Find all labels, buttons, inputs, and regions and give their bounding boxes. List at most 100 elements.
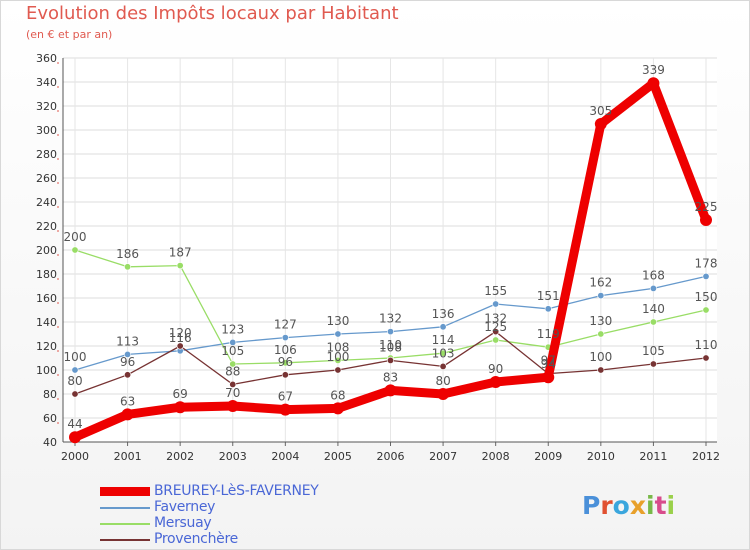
data-point bbox=[71, 246, 79, 254]
data-label: 103 bbox=[432, 346, 455, 360]
data-point bbox=[174, 401, 187, 414]
legend-swatch-faverney bbox=[100, 507, 150, 509]
data-label: 80 bbox=[435, 374, 450, 388]
data-point bbox=[439, 349, 447, 357]
data-label: 108 bbox=[379, 340, 402, 354]
y-tick-label: 360 bbox=[36, 52, 57, 65]
data-label: 110 bbox=[695, 338, 718, 352]
data-point bbox=[439, 323, 447, 331]
data-label: 88 bbox=[225, 364, 240, 378]
data-point bbox=[647, 77, 660, 90]
y-tick-label: 220 bbox=[36, 220, 57, 233]
data-point bbox=[492, 336, 500, 344]
data-point bbox=[71, 366, 79, 374]
data-label: 83 bbox=[383, 370, 398, 384]
data-label: 187 bbox=[169, 246, 192, 260]
data-label: 106 bbox=[274, 343, 297, 357]
data-label: 100 bbox=[64, 350, 87, 364]
data-point bbox=[700, 214, 712, 226]
legend-label: Provenchère bbox=[154, 531, 238, 547]
logo-letter: x bbox=[629, 491, 646, 520]
data-point bbox=[124, 371, 132, 379]
data-point bbox=[702, 272, 710, 280]
logo-letter: i bbox=[646, 491, 655, 520]
data-label: 178 bbox=[695, 256, 718, 270]
proxiti-logo: Proxiti bbox=[582, 491, 675, 520]
legend-swatch-provenchere bbox=[100, 539, 150, 541]
data-label: 68 bbox=[330, 388, 345, 402]
data-point bbox=[649, 360, 657, 368]
x-tick-label: 2005 bbox=[324, 450, 352, 463]
data-label: 105 bbox=[221, 344, 244, 358]
logo-letter: o bbox=[612, 491, 630, 520]
x-tick-label: 2004 bbox=[271, 450, 299, 463]
data-point bbox=[597, 366, 605, 374]
data-point bbox=[702, 306, 710, 314]
data-label: 69 bbox=[173, 387, 188, 401]
data-label: 132 bbox=[379, 312, 402, 326]
data-label: 80 bbox=[67, 374, 82, 388]
data-point bbox=[437, 388, 450, 400]
data-label: 108 bbox=[326, 340, 349, 354]
data-label: 130 bbox=[589, 314, 612, 328]
data-label: 100 bbox=[326, 350, 349, 364]
logo-letter: t bbox=[654, 491, 667, 520]
data-point bbox=[229, 338, 237, 346]
data-point bbox=[331, 402, 344, 415]
data-label: 200 bbox=[64, 230, 87, 244]
x-tick-label: 2010 bbox=[587, 450, 615, 463]
data-label: 67 bbox=[278, 390, 293, 404]
data-point bbox=[229, 380, 237, 388]
data-point bbox=[176, 342, 184, 350]
data-point bbox=[281, 371, 289, 379]
data-point bbox=[386, 328, 394, 336]
data-point bbox=[649, 284, 657, 292]
data-label: 225 bbox=[695, 200, 718, 214]
data-point bbox=[334, 366, 342, 374]
x-tick-label: 2007 bbox=[429, 450, 457, 463]
data-label: 127 bbox=[274, 318, 297, 332]
data-label: 120 bbox=[169, 326, 192, 340]
data-label: 70 bbox=[225, 386, 240, 400]
data-point bbox=[334, 330, 342, 338]
data-label: 305 bbox=[589, 104, 612, 118]
y-tick-label: 40 bbox=[43, 436, 57, 449]
legend-swatch-mersuay bbox=[100, 523, 150, 525]
data-label: 123 bbox=[221, 322, 244, 336]
y-tick-label: 200 bbox=[36, 244, 57, 257]
data-label: 130 bbox=[326, 314, 349, 328]
x-tick-label: 2002 bbox=[166, 450, 194, 463]
logo-letter: r bbox=[600, 491, 613, 520]
y-tick-label: 80 bbox=[43, 388, 57, 401]
y-tick-label: 60 bbox=[43, 412, 57, 425]
y-tick-label: 300 bbox=[36, 124, 57, 137]
data-point bbox=[489, 376, 502, 388]
data-point bbox=[386, 356, 394, 364]
data-label: 116 bbox=[169, 331, 192, 345]
data-label: 119 bbox=[537, 327, 560, 341]
chart-subtitle: (en € et par an) bbox=[26, 28, 113, 41]
x-tick-label: 2009 bbox=[534, 450, 562, 463]
y-tick-label: 140 bbox=[36, 316, 57, 329]
data-label: 168 bbox=[642, 268, 665, 282]
data-point bbox=[439, 362, 447, 370]
logo-letter: i bbox=[666, 491, 676, 520]
legend-label: BREUREY-LèS-FAVERNEY bbox=[154, 483, 319, 499]
data-point bbox=[229, 360, 237, 368]
y-tick-label: 180 bbox=[36, 268, 57, 281]
data-point bbox=[69, 431, 81, 444]
data-point bbox=[384, 384, 397, 397]
y-tick-label: 320 bbox=[36, 100, 57, 113]
data-label: 151 bbox=[537, 289, 560, 303]
data-point bbox=[544, 305, 552, 313]
data-label: 63 bbox=[120, 394, 135, 408]
data-label: 96 bbox=[120, 355, 135, 369]
data-point bbox=[121, 408, 134, 421]
data-label: 132 bbox=[484, 312, 507, 326]
x-tick-label: 2011 bbox=[639, 450, 667, 463]
data-point bbox=[492, 328, 500, 336]
x-tick-label: 2012 bbox=[692, 450, 720, 463]
y-tick-label: 100 bbox=[36, 364, 57, 377]
y-tick-label: 120 bbox=[36, 340, 57, 353]
data-point bbox=[281, 359, 289, 367]
